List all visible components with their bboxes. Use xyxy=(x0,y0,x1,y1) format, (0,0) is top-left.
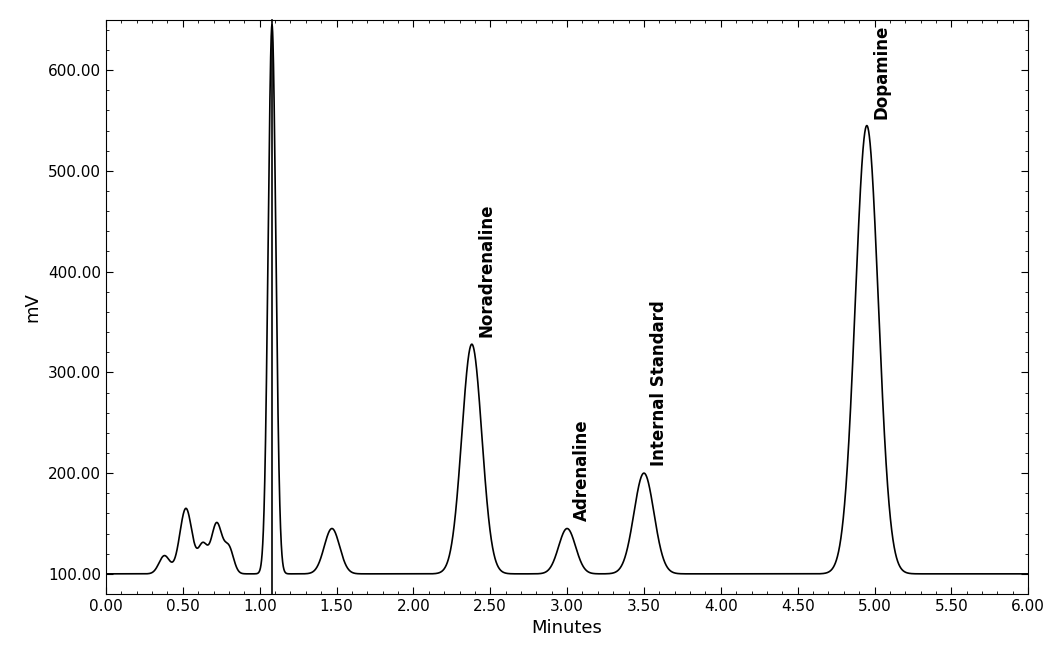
Text: Internal Standard: Internal Standard xyxy=(650,300,668,466)
X-axis label: Minutes: Minutes xyxy=(532,620,602,638)
Text: Dopamine: Dopamine xyxy=(873,24,891,119)
Text: Noradrenaline: Noradrenaline xyxy=(478,204,496,337)
Text: Adrenaline: Adrenaline xyxy=(573,420,591,521)
Y-axis label: mV: mV xyxy=(23,292,41,322)
